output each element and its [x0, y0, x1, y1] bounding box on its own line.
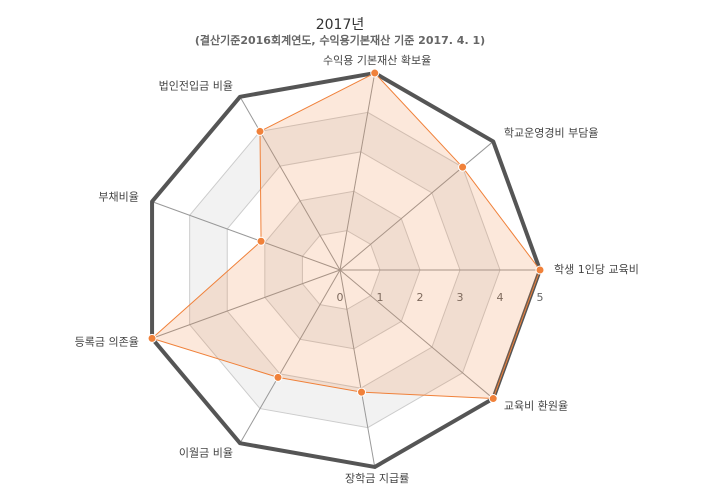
- series-outline: [150, 71, 542, 469]
- axis-line: [339, 72, 376, 271]
- series-area: [151, 72, 541, 400]
- chart-subtitle: (결산기준2016회계연도, 수익용기본재산 기준 2017. 4. 1): [195, 33, 485, 47]
- data-point: [535, 265, 545, 275]
- data-point: [273, 372, 283, 382]
- category-label: 부채비율: [98, 190, 138, 203]
- category-label: 교육비 환원율: [504, 399, 568, 412]
- r-tick-label: 3: [457, 291, 464, 304]
- r-tick-label: 5: [537, 291, 544, 304]
- category-label: 법인전입금 비율: [159, 79, 233, 92]
- r-tick-label: 2: [417, 291, 424, 304]
- axis-line: [151, 269, 341, 339]
- category-label: 수익용 기본재산 확보율: [323, 54, 431, 67]
- data-point: [488, 394, 498, 404]
- axis-line: [239, 96, 341, 271]
- category-label: 학생 1인당 교육비: [554, 263, 639, 276]
- axis-line: [339, 269, 494, 399]
- category-label: 학교운영경비 부담율: [504, 127, 599, 140]
- r-tick-label: 4: [497, 291, 504, 304]
- axis-line: [239, 269, 341, 444]
- axis-line: [151, 201, 341, 271]
- data-point: [256, 236, 266, 246]
- r-tick-label: 0: [337, 291, 344, 304]
- category-label: 장학금 지급률: [345, 472, 409, 485]
- data-point: [147, 333, 157, 343]
- r-tick-label: 1: [377, 291, 384, 304]
- axis-line: [339, 269, 376, 468]
- axis-line: [339, 141, 494, 271]
- data-point: [458, 162, 468, 172]
- data-point: [370, 68, 380, 78]
- data-point: [255, 126, 265, 136]
- chart-title: 2017년: [316, 17, 365, 33]
- category-label: 이월금 비율: [179, 447, 233, 460]
- data-point: [357, 387, 367, 397]
- category-label: 등록금 의존율: [75, 336, 139, 349]
